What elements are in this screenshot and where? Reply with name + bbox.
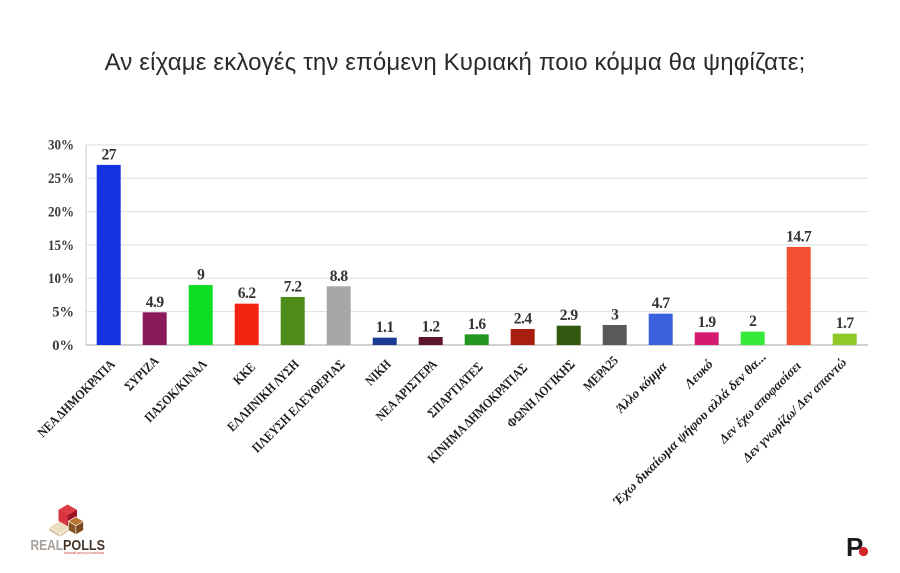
svg-text:0%: 0%: [52, 338, 74, 354]
svg-text:διαδικτυακές έρευνες για το απ: διαδικτυακές έρευνες για το αποτέλεσμα: [64, 551, 104, 555]
svg-text:1.6: 1.6: [468, 316, 487, 333]
svg-text:27: 27: [101, 146, 116, 163]
svg-text:1.9: 1.9: [698, 314, 717, 331]
svg-text:6.2: 6.2: [238, 285, 257, 302]
svg-text:8.8: 8.8: [330, 268, 349, 285]
svg-text:4.9: 4.9: [146, 294, 165, 311]
svg-text:2: 2: [749, 313, 757, 330]
svg-text:2.9: 2.9: [560, 307, 579, 324]
svg-text:1.7: 1.7: [836, 315, 855, 332]
svg-text:3: 3: [611, 307, 619, 324]
svg-text:2.4: 2.4: [514, 311, 533, 328]
svg-text:20%: 20%: [48, 204, 74, 220]
svg-text:POLLS: POLLS: [63, 537, 105, 554]
svg-text:25%: 25%: [48, 171, 74, 187]
svg-text:1.2: 1.2: [422, 319, 441, 336]
svg-text:4.7: 4.7: [652, 295, 671, 312]
svg-text:15%: 15%: [48, 238, 74, 254]
svg-text:REAL: REAL: [31, 537, 64, 554]
svg-text:5%: 5%: [52, 304, 74, 320]
svg-text:30%: 30%: [48, 138, 74, 154]
svg-text:9: 9: [197, 267, 205, 284]
svg-text:10%: 10%: [48, 271, 74, 287]
svg-text:P: P: [846, 532, 863, 562]
svg-text:7.2: 7.2: [284, 279, 303, 296]
svg-text:14.7: 14.7: [786, 229, 812, 246]
svg-text:1.1: 1.1: [376, 319, 394, 336]
